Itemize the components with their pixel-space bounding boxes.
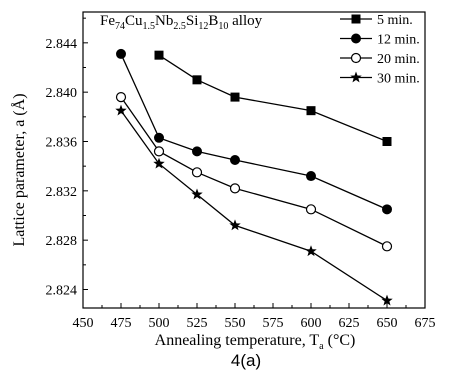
x-tick-label: 575 [263,316,284,331]
subscript: 1.5 [143,21,156,32]
figure-caption: 4(a) [231,351,261,370]
series-1 [155,51,392,146]
subscript: 12 [198,21,208,32]
data-point [307,205,316,214]
x-tick-label: 450 [73,316,94,331]
chart-title: Fe74Cu1.5Nb2.5Si12B10 alloy [100,13,263,32]
subscript: 10 [218,21,228,32]
x-tick-label: 475 [111,316,132,331]
x-tick-label: 550 [225,316,246,331]
subscript: 74 [115,21,125,32]
data-point [231,93,240,102]
y-tick-label: 2.828 [46,234,78,249]
data-point [155,51,164,60]
data-point [383,137,392,146]
series-line [121,97,387,246]
y-axis-title: Lattice parameter, a (Å) [10,93,28,246]
data-point [154,133,164,143]
data-point [350,72,361,83]
x-tick-label: 525 [187,316,208,331]
axes [83,12,425,308]
y-tick-label: 2.836 [46,136,78,151]
x-tick-label: 675 [415,316,436,331]
text-run: Nb [155,13,173,29]
y-tick-label: 2.832 [46,185,78,200]
legend-label: 5 min. [377,13,413,28]
series-2 [116,49,392,214]
data-point [231,184,240,193]
legend-item-2: 12 min. [340,33,420,48]
data-point [193,75,202,84]
data-point [383,242,392,251]
data-point [115,105,126,116]
data-point [155,147,164,156]
text-run: B [208,13,218,29]
text-run: Si [186,13,199,29]
x-tick-label: 500 [149,316,170,331]
y-tick-label: 2.840 [46,86,78,101]
data-point [307,106,316,115]
data-point [351,34,361,44]
data-point [352,54,361,63]
legend: 5 min. 12 min. 20 min. 30 min. [340,13,420,87]
series-line [159,55,387,141]
text-run: Cu [125,13,143,29]
series-3 [117,93,392,251]
x-tick-label: 625 [339,316,360,331]
data-point [352,15,361,24]
data-point [306,171,316,181]
legend-label: 12 min. [377,33,420,48]
data-point [116,49,126,59]
x-tick-label: 650 [377,316,398,331]
legend-label: 20 min. [377,52,420,67]
x-axis-title: Annealing temperature, Ta (°C) [155,332,356,352]
y-tick-label: 2.844 [46,37,78,52]
legend-item-3: 20 min. [340,52,420,67]
data-point [192,146,202,156]
data-point [193,168,202,177]
subscript: 2.5 [173,21,186,32]
data-point [230,155,240,165]
x-tick-label: 600 [301,316,322,331]
data-point [382,204,392,214]
data-series [115,49,392,306]
data-point [229,219,240,230]
legend-item-4: 30 min. [340,72,420,87]
text-run: (°C) [324,332,356,349]
y-tick-label: 2.824 [46,284,78,299]
text-run: Fe [100,13,115,29]
legend-item-1: 5 min. [340,13,413,28]
text-run: alloy [228,13,262,29]
data-point [117,93,126,102]
legend-label: 30 min. [377,72,420,87]
text-run: Annealing temperature, T [155,332,320,349]
plot-frame [83,12,425,308]
